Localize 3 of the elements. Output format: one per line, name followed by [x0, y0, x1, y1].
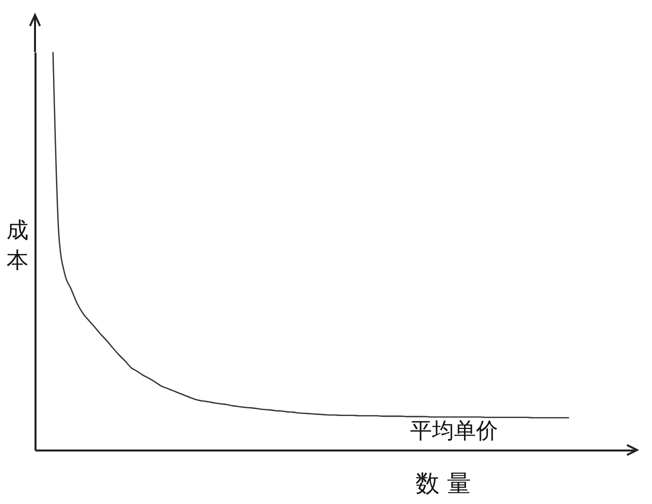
x-axis-title: 数 量 [416, 470, 472, 498]
y-axis-title: 成本 [6, 218, 28, 274]
annotation: 平均单价 [410, 419, 498, 444]
